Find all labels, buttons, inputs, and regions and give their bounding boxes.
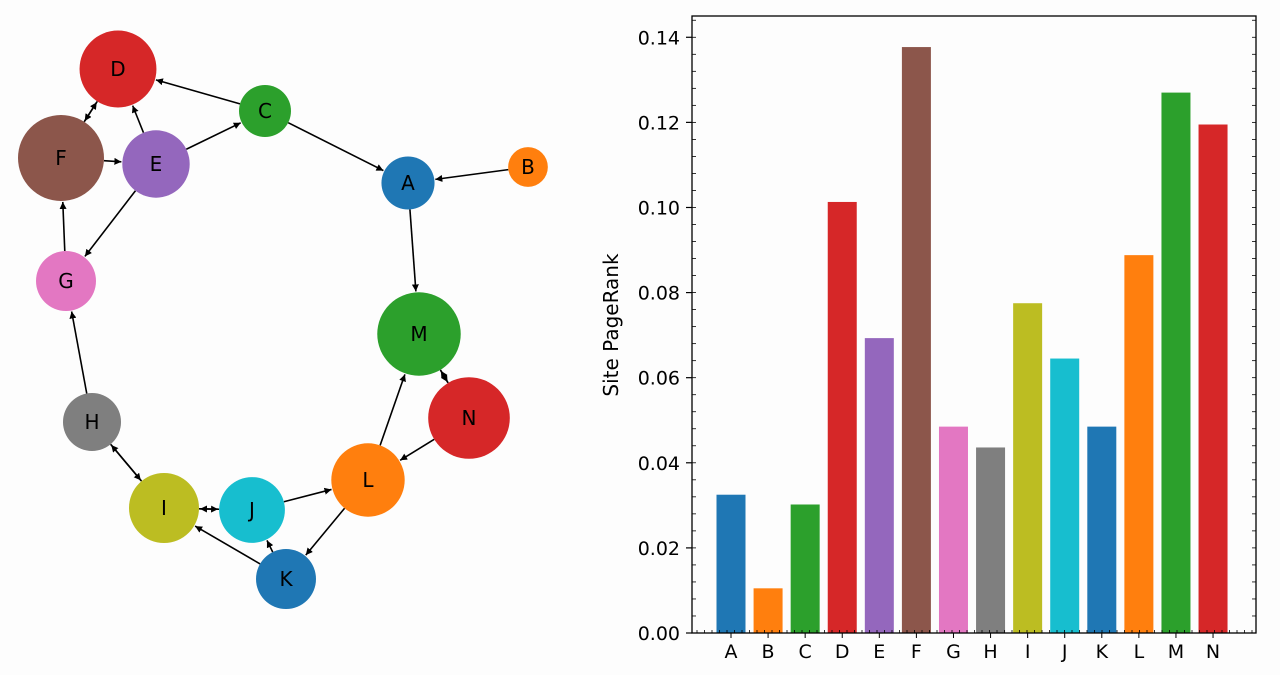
edge-a-m <box>409 209 419 292</box>
node-j <box>219 477 285 543</box>
edge-g-f <box>59 201 67 252</box>
graph-nodes: A B C D E F G H I J K L M N <box>18 30 548 609</box>
bars <box>716 47 1228 634</box>
bar-k <box>1087 426 1117 633</box>
node-label-l: L <box>362 468 374 492</box>
node-a <box>381 156 435 210</box>
node-label-d: D <box>110 57 125 81</box>
edge-h-g <box>69 311 88 394</box>
y-tick-label: 0.12 <box>638 112 680 134</box>
x-tick-label: H <box>983 641 997 663</box>
y-tick-label: 0.02 <box>638 538 680 560</box>
node-label-a: A <box>401 171 415 195</box>
edge-l-m <box>379 374 406 446</box>
node-c <box>239 85 291 137</box>
bar-a <box>716 494 746 633</box>
edge-f-e <box>103 157 122 165</box>
bar-n <box>1198 124 1228 633</box>
node-label-g: G <box>58 269 74 293</box>
node-label-h: H <box>84 410 99 434</box>
y-tick-label: 0.14 <box>638 27 680 49</box>
bar-g <box>938 426 968 633</box>
y-tick-label: 0.08 <box>638 283 680 305</box>
x-tick-label: L <box>1134 641 1145 663</box>
bar-j <box>1050 358 1080 633</box>
x-tick-label: E <box>873 641 885 663</box>
edge-n-l <box>399 438 435 461</box>
bar-b <box>753 588 783 633</box>
graph-edges <box>59 78 509 565</box>
edge-c-a <box>287 121 384 172</box>
edge-k-j <box>266 540 274 553</box>
y-tick-label: 0.06 <box>638 368 680 390</box>
x-tick-label: N <box>1206 641 1220 663</box>
edge-b-a <box>435 168 509 182</box>
node-label-f: F <box>55 146 67 170</box>
x-tick-label: F <box>911 641 922 663</box>
node-l <box>331 443 405 517</box>
node-i <box>128 472 200 544</box>
node-n <box>428 377 510 459</box>
edge-e-d <box>131 105 145 134</box>
edge-k-i <box>194 525 261 565</box>
x-tick-label: C <box>799 641 812 663</box>
bar-m <box>1161 92 1191 634</box>
node-h <box>62 392 122 452</box>
y-tick-label: 0.04 <box>638 453 680 475</box>
plot-frame <box>691 15 1257 634</box>
node-label-b: B <box>521 155 535 179</box>
x-tick-label: K <box>1096 641 1109 663</box>
x-tick-label: B <box>762 641 775 663</box>
edge-e-g <box>84 190 137 257</box>
bar-h <box>976 447 1006 633</box>
bar-f <box>901 47 931 634</box>
node-b <box>508 147 548 187</box>
x-tick-label: D <box>835 641 850 663</box>
bar-c <box>790 504 820 633</box>
edge-d-f <box>84 100 98 122</box>
x-tick-label: M <box>1168 641 1184 663</box>
edge-i-h <box>110 444 143 482</box>
y-axis-ticks: 0.00 0.02 0.04 0.06 0.08 0.10 0.12 0.14 <box>638 19 1256 645</box>
node-label-m: M <box>410 322 427 346</box>
edge-c-d <box>155 78 241 105</box>
node-g <box>36 251 96 311</box>
node-label-n: N <box>462 406 477 430</box>
node-label-i: I <box>161 496 167 520</box>
x-tick-label: G <box>946 641 961 663</box>
pagerank-bar-chart: 0.00 0.02 0.04 0.06 0.08 0.10 0.12 0.14 A B C D E F G… <box>599 15 1257 663</box>
bar-l <box>1124 255 1154 633</box>
node-label-e: E <box>150 152 163 176</box>
node-e <box>122 130 190 198</box>
node-label-j: J <box>247 498 255 522</box>
y-tick-label: 0.10 <box>638 197 680 219</box>
edge-e-c <box>185 122 242 150</box>
y-tick-label: 0.00 <box>638 623 680 645</box>
node-k <box>256 549 316 609</box>
node-d <box>79 30 157 108</box>
bar-i <box>1013 303 1043 633</box>
edge-l-k <box>305 507 346 556</box>
bar-d <box>827 201 857 633</box>
y-axis-label: Site PageRank <box>599 253 623 397</box>
node-label-k: K <box>279 567 293 591</box>
x-tick-label: J <box>1061 641 1068 663</box>
edge-j-l <box>283 487 332 503</box>
bar-e <box>864 338 894 633</box>
edge-n-m <box>440 370 449 384</box>
node-label-c: C <box>258 99 272 123</box>
x-tick-label: A <box>725 641 738 663</box>
node-f <box>18 115 104 201</box>
node-m <box>377 292 461 376</box>
x-tick-label: I <box>1025 641 1031 663</box>
network-graph: A B C D E F G H I J K L M N <box>18 30 548 609</box>
